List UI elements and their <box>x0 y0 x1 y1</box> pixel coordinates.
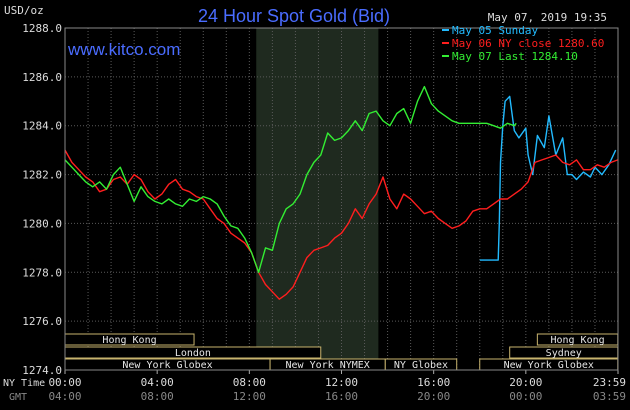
ny-time-tick: 04:00 <box>141 376 174 389</box>
ny-time-label: NY Time <box>3 378 45 389</box>
ny-time-tick: 00:00 <box>48 376 81 389</box>
session-label: New York Globex <box>504 360 594 371</box>
series-line-2 <box>64 149 619 300</box>
gmt-tick: 03:59 <box>593 390 626 403</box>
gmt-tick: 00:00 <box>509 390 542 403</box>
highlight-band <box>256 28 379 370</box>
session-label: NY Globex <box>394 360 448 371</box>
ny-time-tick: 23:59 <box>593 376 626 389</box>
y-tick-label: 1284.0 <box>22 120 62 133</box>
ny-time-tick: 08:00 <box>233 376 266 389</box>
website-label: www.kitco.com <box>67 40 180 59</box>
session-label: New York Globex <box>122 360 212 371</box>
ny-time-tick: 20:00 <box>509 376 542 389</box>
legend-entry: May 07 Last 1284.10 <box>452 50 578 63</box>
timestamp: May 07, 2019 19:35 <box>488 11 607 24</box>
session-label: London <box>175 348 211 359</box>
y-tick-label: 1282.0 <box>22 169 62 182</box>
gmt-tick: 20:00 <box>417 390 450 403</box>
axes: 1288.0 1286.0 1284.0 1282.0 1280.0 1278.0 1276… <box>22 22 626 403</box>
y-tick-label: 1286.0 <box>22 71 62 84</box>
series-line-3 <box>64 85 517 273</box>
y-tick-label: 1276.0 <box>22 315 62 328</box>
gmt-tick: 16:00 <box>325 390 358 403</box>
session-label: Hong Kong <box>102 335 156 346</box>
y-tick-label: 1280.0 <box>22 217 62 230</box>
plot-background <box>256 28 379 370</box>
session-label: Sydney <box>546 348 582 359</box>
ny-time-tick: 16:00 <box>417 376 450 389</box>
series-lines <box>64 85 619 300</box>
plot-frame <box>64 27 619 371</box>
chart-title: 24 Hour Spot Gold (Bid) <box>198 6 390 26</box>
chart-text: 24 Hour Spot Gold (Bid) www.kitco.com Ma… <box>3 4 607 403</box>
gmt-tick: 04:00 <box>48 390 81 403</box>
y-tick-label: 1288.0 <box>22 22 62 35</box>
series-line-1 <box>479 95 617 261</box>
session-label: New York NYMEX <box>286 360 370 371</box>
legend-entry: May 05 Sunday <box>452 24 538 37</box>
y-axis-unit: USD/oz <box>4 4 44 17</box>
ny-time-tick: 12:00 <box>325 376 358 389</box>
y-tick-label: 1278.0 <box>22 266 62 279</box>
session-label: Hong Kong <box>550 335 604 346</box>
y-tick-label: 1274.0 <box>22 364 62 377</box>
gmt-label: GMT <box>9 392 27 403</box>
legend-entry: May 06 NY close 1280.60 <box>452 37 604 50</box>
gmt-tick: 08:00 <box>141 390 174 403</box>
gmt-tick: 12:00 <box>233 390 266 403</box>
grid-lines <box>65 27 618 371</box>
